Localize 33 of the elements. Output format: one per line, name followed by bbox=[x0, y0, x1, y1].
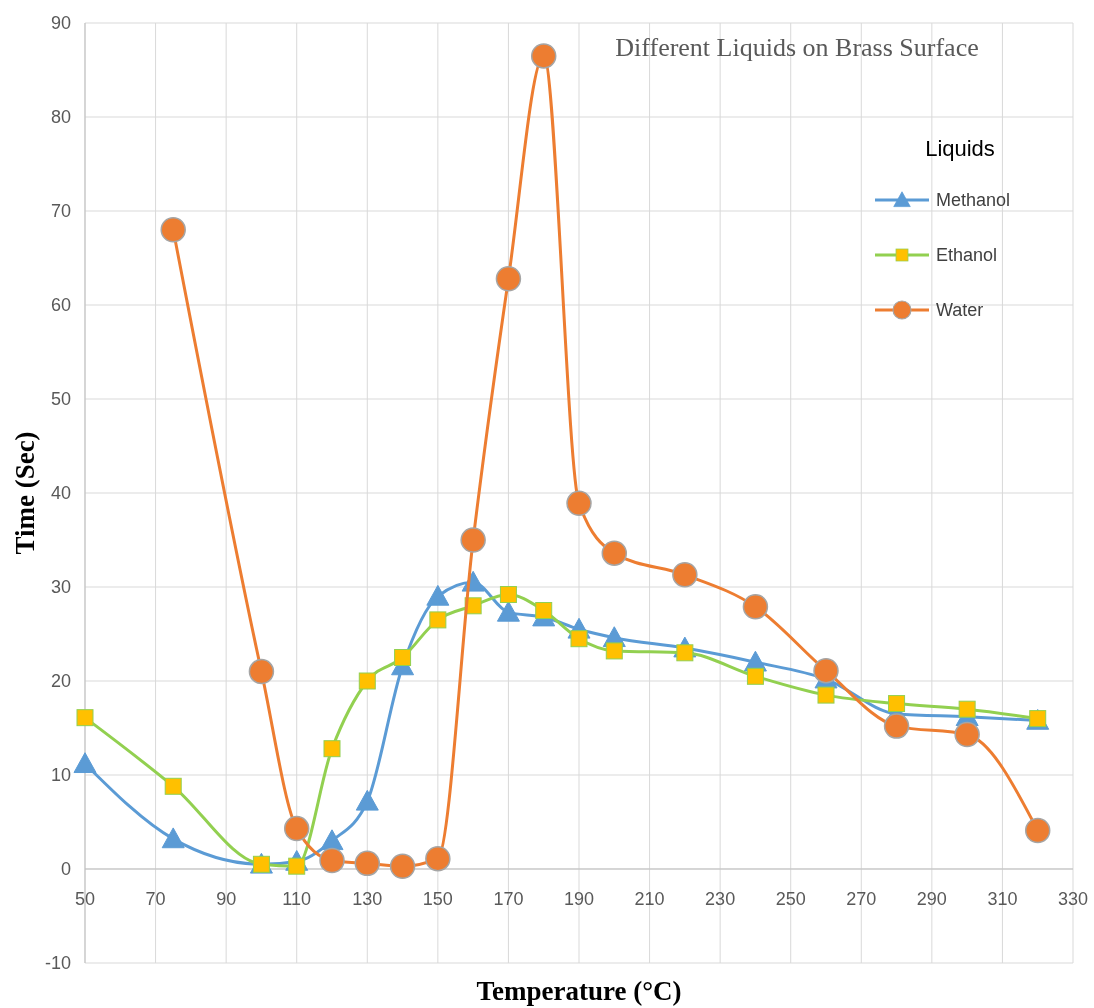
legend-title: Liquids bbox=[925, 136, 995, 161]
y-tick-label: 50 bbox=[50, 389, 71, 409]
x-tick-label: 230 bbox=[705, 889, 736, 909]
y-tick-label: 60 bbox=[50, 295, 71, 315]
x-tick-label: 90 bbox=[216, 889, 237, 909]
y-tick-label: 70 bbox=[50, 201, 71, 221]
x-tick-label: 110 bbox=[282, 889, 312, 909]
y-tick-label: 80 bbox=[50, 107, 71, 127]
y-tick-label: 10 bbox=[50, 765, 71, 785]
legend-label: Water bbox=[936, 300, 984, 320]
x-tick-label: 70 bbox=[145, 889, 166, 909]
y-axis-title: Time (Sec) bbox=[10, 431, 40, 555]
x-tick-label: 210 bbox=[634, 889, 665, 909]
y-tick-label: -10 bbox=[44, 953, 71, 973]
x-tick-label: 130 bbox=[352, 889, 383, 909]
legend-label: Methanol bbox=[936, 190, 1011, 210]
chart-title: Different Liquids on Brass Surface bbox=[615, 33, 979, 62]
x-tick-label: 250 bbox=[775, 889, 806, 909]
y-tick-label: 0 bbox=[60, 859, 71, 879]
x-tick-label: 330 bbox=[1057, 889, 1089, 909]
y-tick-label: 40 bbox=[50, 483, 71, 503]
y-tick-label: 90 bbox=[50, 13, 71, 33]
legend-label: Ethanol bbox=[936, 245, 998, 265]
y-tick-label: 30 bbox=[50, 577, 71, 597]
y-tick-label: 20 bbox=[50, 671, 71, 691]
x-tick-label: 170 bbox=[493, 889, 524, 909]
x-tick-label: 190 bbox=[563, 889, 595, 909]
x-tick-label: 290 bbox=[916, 889, 947, 909]
x-tick-label: 50 bbox=[74, 889, 96, 909]
x-tick-label: 270 bbox=[846, 889, 877, 909]
x-tick-label: 150 bbox=[422, 889, 453, 909]
x-tick-label: 310 bbox=[987, 889, 1018, 909]
x-axis-title: Temperature (°C) bbox=[476, 976, 682, 1006]
